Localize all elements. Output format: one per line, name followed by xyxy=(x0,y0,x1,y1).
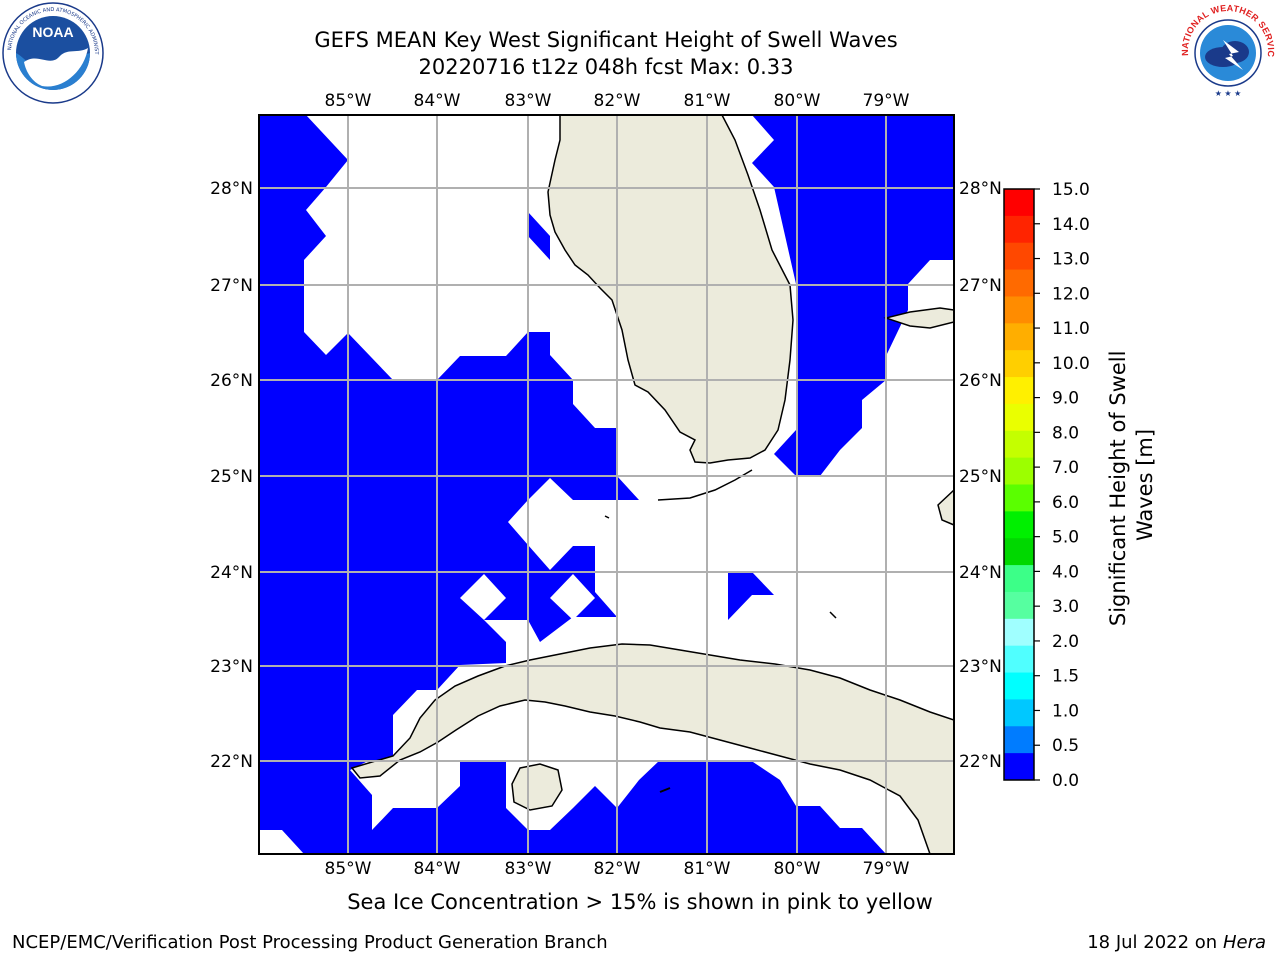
colorbar-swatch xyxy=(1004,726,1034,754)
svg-text:★ ★ ★: ★ ★ ★ xyxy=(1215,89,1242,98)
colorbar-swatch xyxy=(1004,484,1034,512)
lat-labels-left: 28°N 27°N 26°N 25°N 24°N 23°N 22°N xyxy=(210,179,253,772)
colorbar-swatch xyxy=(1004,430,1034,459)
colorbar-tick-label: 15.0 xyxy=(1052,180,1090,200)
lon-label: 79°W xyxy=(863,91,910,111)
nws-logo: NATIONAL WEATHER SERVICE ★ ★ ★ xyxy=(1177,2,1277,102)
lon-label: 83°W xyxy=(505,91,552,111)
lon-label: 84°W xyxy=(414,91,461,111)
colorbar-swatch xyxy=(1004,645,1034,674)
colorbar-swatch xyxy=(1004,189,1034,217)
colorbar-label: Significant Height of Swell Waves [m] xyxy=(1106,344,1157,626)
colorbar-swatch xyxy=(1004,591,1034,620)
gridlines xyxy=(259,115,954,854)
colorbar-tick-label: 1.0 xyxy=(1052,701,1079,721)
sea-ice-note: Sea Ice Concentration > 15% is shown in … xyxy=(347,890,933,914)
colorbar-tick-label: 6.0 xyxy=(1052,493,1079,513)
colorbar-swatch xyxy=(1004,511,1034,539)
colorbar-swatch xyxy=(1004,350,1034,378)
lat-label: 27°N xyxy=(959,276,1002,296)
lon-label: 79°W xyxy=(863,859,910,879)
lat-label: 28°N xyxy=(959,179,1002,199)
lat-label: 22°N xyxy=(959,752,1002,772)
lat-label: 22°N xyxy=(210,752,253,772)
lon-label: 84°W xyxy=(414,859,461,879)
lon-label: 85°W xyxy=(325,91,372,111)
colorbar-tick-label: 2.0 xyxy=(1052,632,1079,652)
lon-label: 80°W xyxy=(774,859,821,879)
footer-host: Hera xyxy=(1222,932,1266,953)
colorbar-tick-label: 10.0 xyxy=(1052,354,1090,374)
lat-label: 25°N xyxy=(210,467,253,487)
colorbar-tick-label: 14.0 xyxy=(1052,215,1090,235)
chart-title: GEFS MEAN Key West Significant Height of… xyxy=(314,28,898,52)
lon-label: 82°W xyxy=(594,91,641,111)
footer-date: 18 Jul 2022 on Hera xyxy=(1087,932,1266,953)
lat-label: 25°N xyxy=(959,467,1002,487)
lon-label: 85°W xyxy=(325,859,372,879)
footer-date-text: 18 Jul 2022 on xyxy=(1087,932,1223,953)
lon-labels-top: 85°W 84°W 83°W 82°W 81°W 80°W 79°W xyxy=(325,91,910,111)
lon-labels-bottom: 85°W 84°W 83°W 82°W 81°W 80°W 79°W xyxy=(325,859,910,879)
colorbar: 15.0 14.0 13.0 12.0 11.0 10.0 9.0 8.0 7.0 6.0 5.0 4… xyxy=(1003,180,1090,791)
map-frame xyxy=(258,114,955,855)
colorbar-frame xyxy=(1003,188,1035,781)
lon-label: 82°W xyxy=(594,859,641,879)
lat-label: 23°N xyxy=(210,657,253,677)
colorbar-swatch xyxy=(1004,457,1034,485)
lat-labels-right: 28°N 27°N 26°N 25°N 24°N 23°N 22°N xyxy=(959,179,1002,772)
lon-label: 81°W xyxy=(684,859,731,879)
lat-label: 28°N xyxy=(210,179,253,199)
colorbar-swatch xyxy=(1004,296,1034,324)
colorbar-swatch xyxy=(1004,672,1034,700)
noaa-logo-text: NOAA xyxy=(32,24,73,40)
colorbar-swatch xyxy=(1004,215,1034,244)
colorbar-swatch xyxy=(1004,269,1034,297)
footer-credit: NCEP/EMC/Verification Post Processing Pr… xyxy=(12,932,608,953)
lat-label: 26°N xyxy=(210,371,253,391)
colorbar-swatch xyxy=(1004,242,1034,271)
colorbar-tick-label: 1.5 xyxy=(1052,667,1079,687)
colorbar-swatch xyxy=(1004,699,1034,727)
lat-label: 27°N xyxy=(210,276,253,296)
colorbar-swatch xyxy=(1004,565,1034,593)
lat-label: 24°N xyxy=(210,563,253,583)
land xyxy=(350,115,954,854)
lon-label: 83°W xyxy=(505,859,552,879)
colorbar-tick-label: 3.0 xyxy=(1052,597,1079,617)
noaa-logo: NOAA NATIONAL OCEANIC AND ATMOSPHERIC AD… xyxy=(2,2,104,104)
colorbar-tick-label: 4.0 xyxy=(1052,562,1079,582)
map-panel xyxy=(259,115,954,854)
colorbar-tick-label: 12.0 xyxy=(1052,284,1090,304)
lat-label: 26°N xyxy=(959,371,1002,391)
lon-label: 81°W xyxy=(684,91,731,111)
lon-label: 80°W xyxy=(774,91,821,111)
colorbar-swatch xyxy=(1004,618,1034,647)
colorbar-tick-label: 0.5 xyxy=(1052,736,1079,756)
colorbar-swatch xyxy=(1004,323,1034,351)
lat-label: 24°N xyxy=(959,563,1002,583)
colorbar-tick-label: 11.0 xyxy=(1052,319,1090,339)
colorbar-swatch xyxy=(1004,538,1034,566)
colorbar-swatch xyxy=(1004,377,1034,405)
colorbar-tick-label: 9.0 xyxy=(1052,389,1079,409)
colorbar-tick-label: 7.0 xyxy=(1052,458,1079,478)
colorbar-tick-label: 8.0 xyxy=(1052,423,1079,443)
lat-label: 23°N xyxy=(959,657,1002,677)
colorbar-tick-label: 0.0 xyxy=(1052,771,1079,791)
colorbar-swatch xyxy=(1004,753,1034,781)
colorbar-swatch xyxy=(1004,403,1034,432)
colorbar-tick-label: 13.0 xyxy=(1052,250,1090,270)
swell-field-low xyxy=(259,115,774,854)
chart-subtitle: 20220716 t12z 048h fcst Max: 0.33 xyxy=(418,55,794,79)
colorbar-tick-label: 5.0 xyxy=(1052,528,1079,548)
